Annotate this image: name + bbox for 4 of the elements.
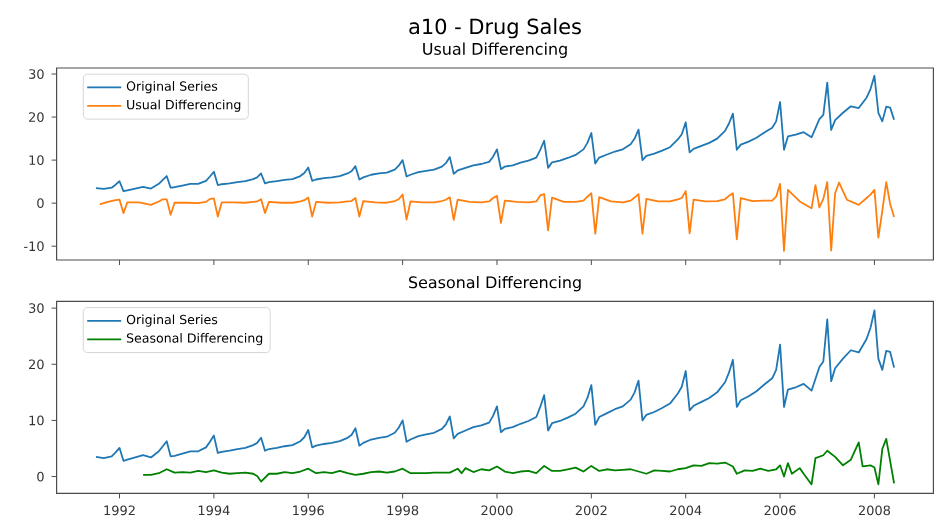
line-series (95, 74, 895, 193)
line-series (98, 181, 895, 252)
chart-title: a10 - Drug Sales (409, 18, 581, 39)
line-series (95, 309, 895, 462)
